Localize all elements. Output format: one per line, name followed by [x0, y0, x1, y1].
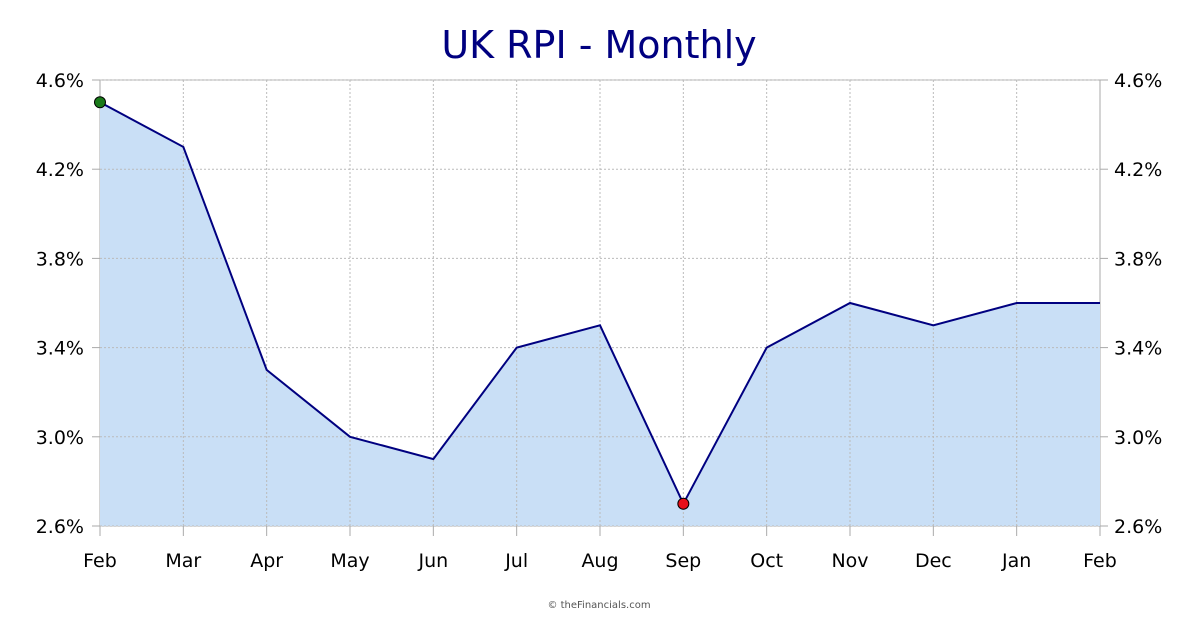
y-tick-label-right: 4.6% — [1114, 70, 1162, 92]
y-tick-label-right: 4.2% — [1114, 159, 1162, 181]
y-tick-label-left: 4.6% — [36, 70, 84, 92]
x-tick-label: Oct — [750, 550, 783, 572]
plot-area: 2.6% 2.6% 3.0% 3.0% 3.4% 3.4% 3.8% 3.8% 4.2% 4.2%… — [36, 70, 1163, 572]
x-tick-label: Jul — [504, 550, 528, 572]
y-tick-label-left: 3.4% — [36, 338, 84, 360]
copyright-credit: © theFinancials.com — [547, 600, 650, 611]
x-tick-label: Jun — [417, 550, 448, 572]
series-line — [99, 101, 1100, 506]
min-value-marker — [677, 497, 690, 510]
x-tick-label: Apr — [250, 550, 283, 572]
x-tick-label: Feb — [83, 550, 117, 572]
x-tick-label: Mar — [165, 550, 201, 572]
x-tick-label: Sep — [665, 550, 701, 572]
max-value-marker — [94, 96, 106, 109]
x-tick-label: May — [330, 550, 369, 572]
chart-title: UK RPI - Monthly — [441, 23, 756, 67]
y-tick-label-right: 3.0% — [1114, 427, 1162, 449]
y-tick-label-left: 3.0% — [36, 427, 84, 449]
x-tick-label: Jan — [1001, 550, 1031, 572]
x-tick-label: Nov — [831, 550, 868, 572]
y-tick-label-left: 3.8% — [36, 248, 84, 270]
x-tick-label: Dec — [915, 550, 952, 572]
x-tick-label: Feb — [1083, 550, 1117, 572]
y-tick-label-right: 3.8% — [1114, 248, 1162, 270]
y-tick-label-left: 2.6% — [36, 516, 84, 538]
y-tick-label-left: 4.2% — [36, 159, 84, 181]
x-tick-label: Aug — [581, 550, 618, 572]
y-tick-label-right: 2.6% — [1114, 516, 1162, 538]
y-tick-label-right: 3.4% — [1114, 338, 1162, 360]
